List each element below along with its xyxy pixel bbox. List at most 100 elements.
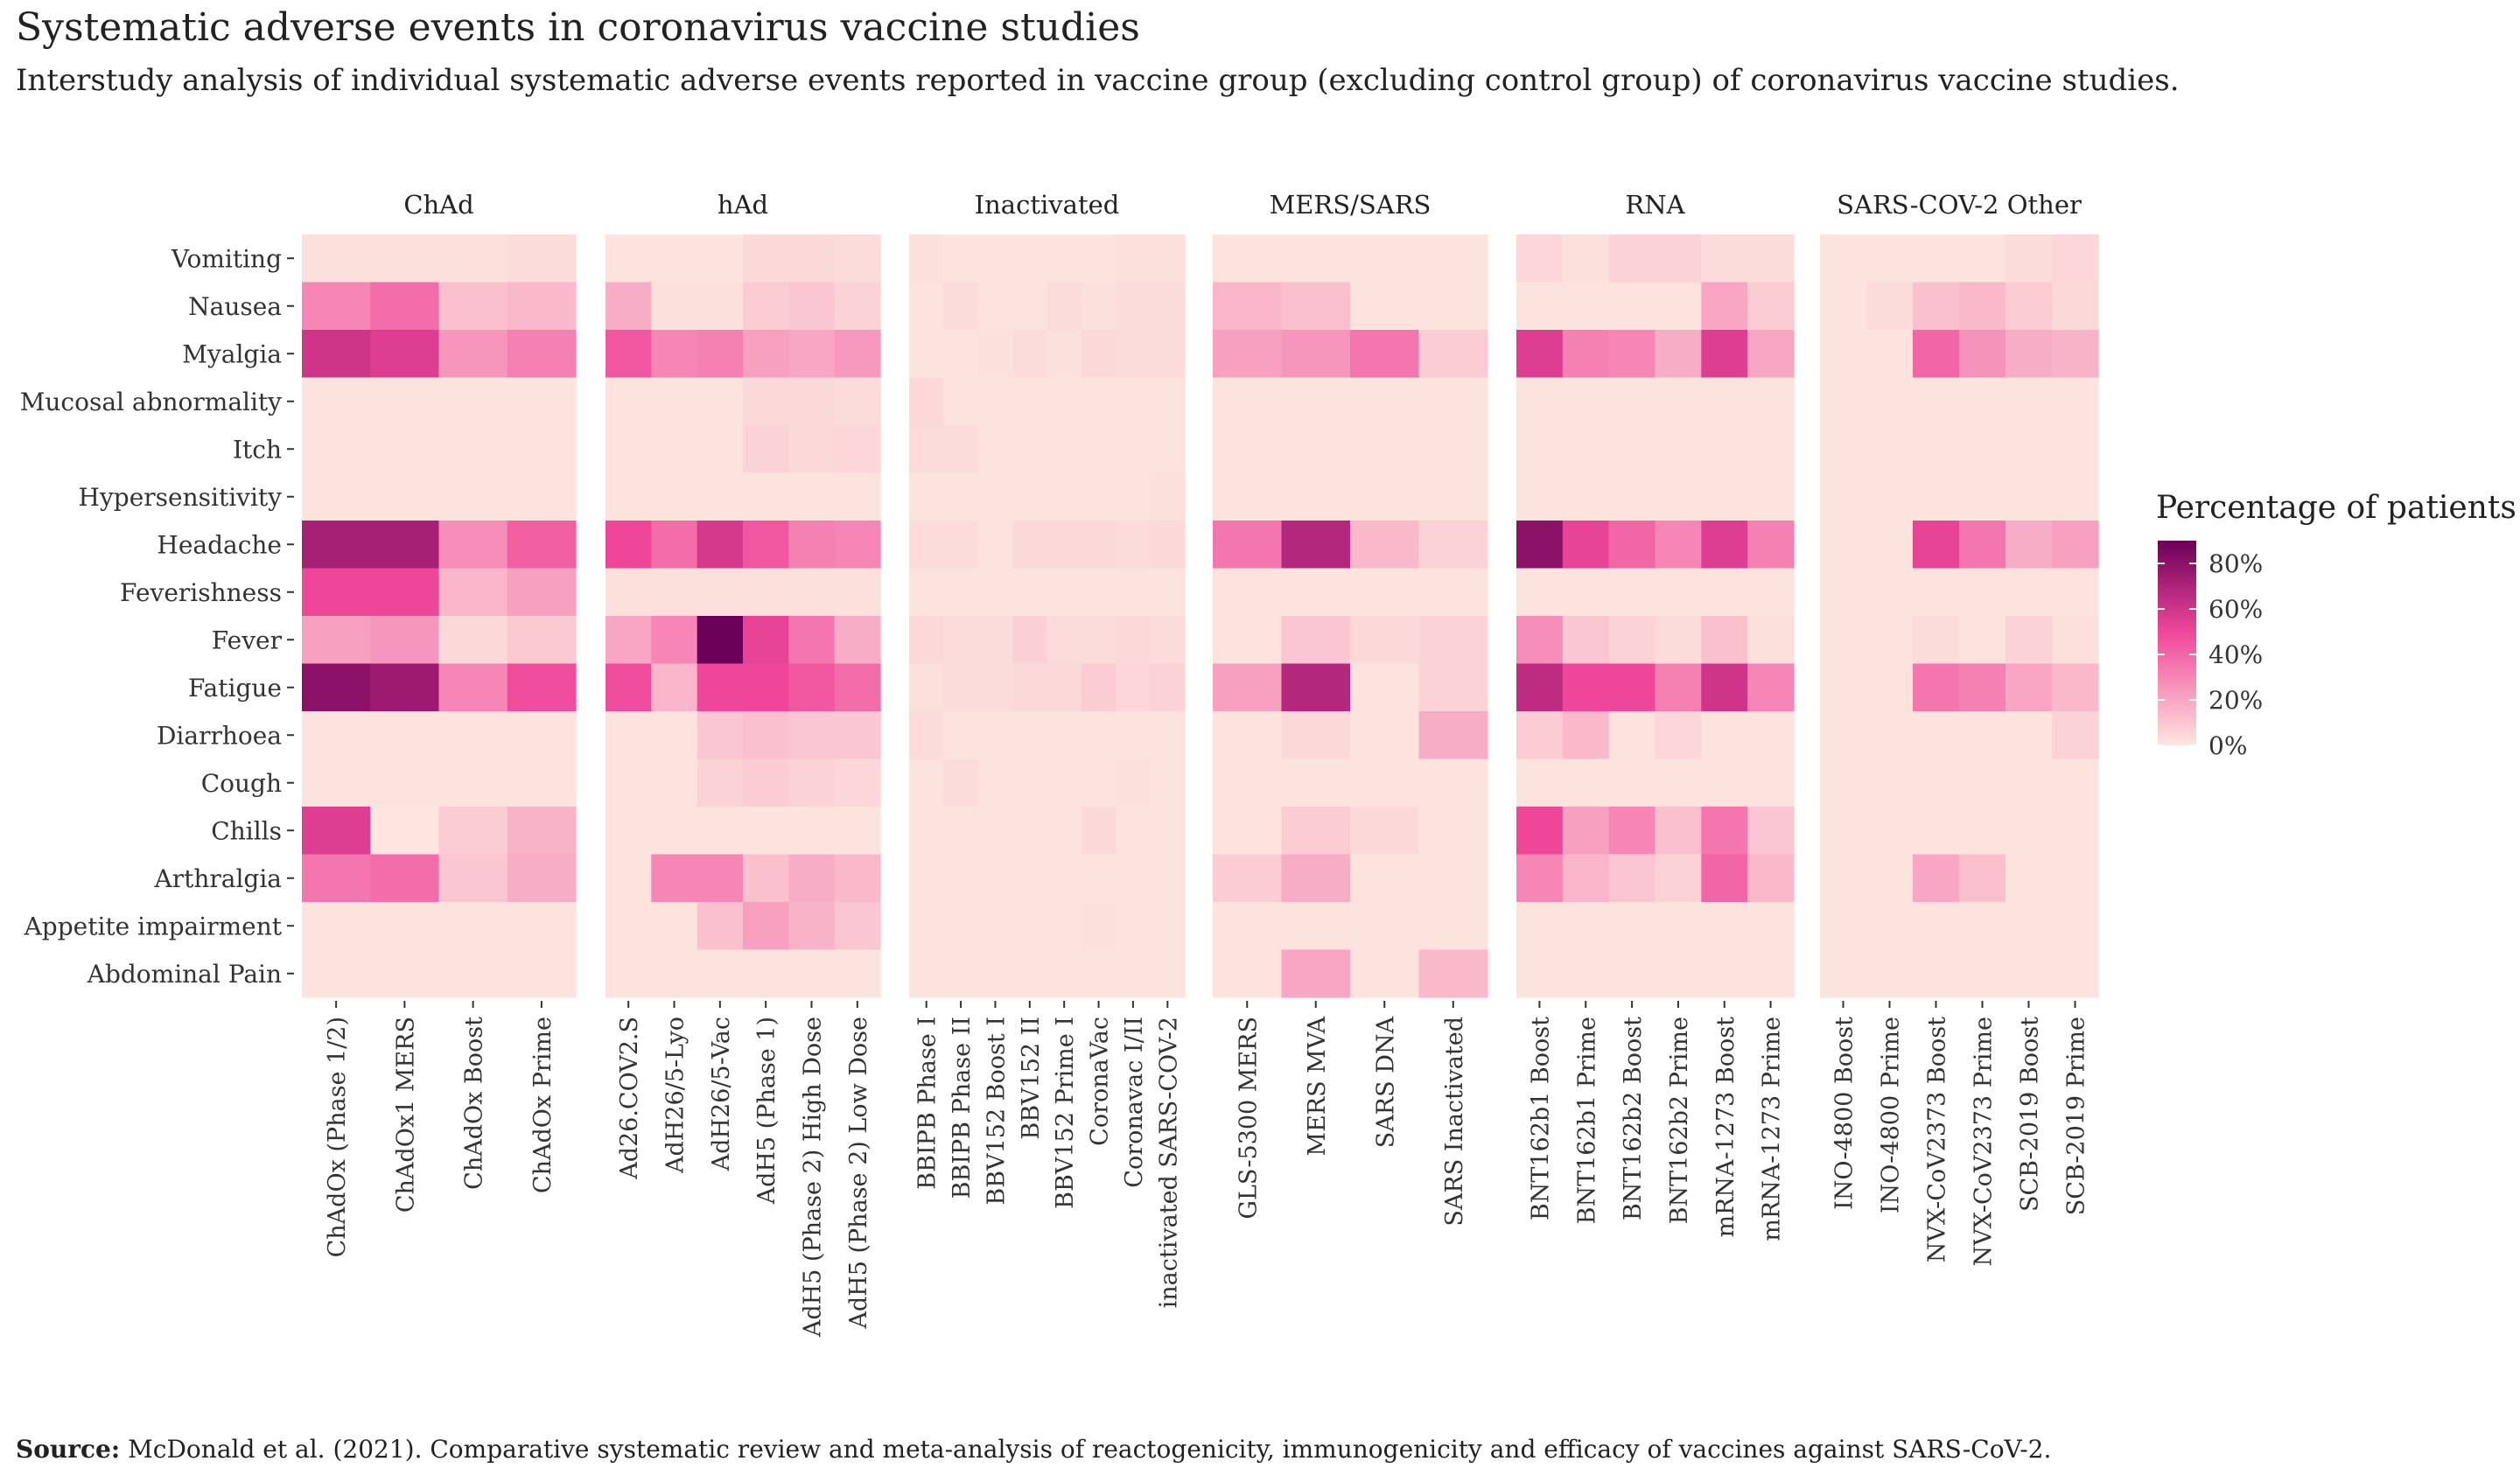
heatmap-cell: [1747, 425, 1795, 474]
heatmap-cell: [788, 758, 836, 807]
heatmap-cell: [1281, 234, 1351, 283]
heatmap-cell: [788, 234, 836, 283]
heatmap-cell: [1820, 330, 1867, 379]
legend-label: 40%: [2208, 640, 2263, 669]
heatmap-cell: [977, 234, 1013, 283]
heatmap-cell: [943, 663, 979, 712]
heatmap-cell: [370, 234, 440, 283]
heatmap-cell: [943, 521, 979, 570]
heatmap-cell: [370, 711, 440, 760]
heatmap-cell: [1046, 854, 1082, 903]
heatmap-cell: [651, 758, 698, 807]
heatmap-cell: [1608, 330, 1656, 379]
heatmap-cell: [507, 330, 577, 379]
heatmap-cell: [1281, 616, 1351, 665]
heatmap-cell: [834, 949, 881, 998]
heatmap-cell: [1655, 616, 1702, 665]
heatmap-cell: [696, 807, 744, 856]
heatmap-cell: [1516, 568, 1564, 617]
heatmap-cell: [1820, 472, 1867, 521]
heatmap-cell: [1012, 282, 1048, 331]
heatmap-cell: [606, 949, 652, 998]
heatmap-cell: [909, 330, 944, 379]
heatmap-cell: [1150, 282, 1186, 331]
heatmap-cell: [1116, 711, 1152, 760]
heatmap-cell: [651, 234, 698, 283]
heatmap-cell: [1655, 472, 1702, 521]
legend-label: 0%: [2208, 731, 2247, 760]
heatmap-cell: [1701, 616, 1748, 665]
heatmap-cell: [2052, 711, 2099, 760]
heatmap-cell: [1655, 282, 1702, 331]
heatmap-cell: [1046, 521, 1082, 570]
heatmap-cell: [1046, 902, 1082, 951]
heatmap-cell: [1820, 234, 1867, 283]
heatmap-cell: [696, 902, 744, 951]
heatmap-cell: [370, 377, 440, 426]
heatmap-cell: [1012, 377, 1048, 426]
heatmap-cell: [1747, 521, 1795, 570]
column-label: NVX-CoV2373 Prime: [1970, 1017, 1998, 1267]
heatmap-cell: [1350, 854, 1420, 903]
heatmap-cell: [370, 282, 440, 331]
heatmap-cell: [788, 521, 836, 570]
heatmap-cell: [1913, 854, 1960, 903]
heatmap-cell: [1747, 472, 1795, 521]
heatmap-cell: [1701, 282, 1748, 331]
heatmap-cell: [1350, 711, 1420, 760]
heatmap-cell: [1012, 949, 1048, 998]
heatmap-cell: [1866, 902, 1914, 951]
heatmap-cell: [909, 472, 944, 521]
heatmap-cell: [1516, 521, 1564, 570]
heatmap-cell: [1046, 807, 1082, 856]
heatmap-cell: [1350, 616, 1420, 665]
row-label: Itch: [233, 435, 282, 464]
heatmap-cell: [1608, 854, 1656, 903]
heatmap-cell: [1150, 472, 1186, 521]
heatmap-cell: [1150, 854, 1186, 903]
row-label: Vomiting: [171, 244, 282, 273]
heatmap-cell: [507, 711, 577, 760]
heatmap-cell: [696, 330, 744, 379]
heatmap-cell: [1516, 854, 1564, 903]
heatmap-cell: [1866, 521, 1914, 570]
heatmap-cell: [370, 568, 440, 617]
heatmap-cell: [507, 902, 577, 951]
heatmap-cell: [1116, 807, 1152, 856]
heatmap-cell: [1701, 472, 1748, 521]
heatmap-cell: [1913, 663, 1960, 712]
heatmap-cell: [1866, 472, 1914, 521]
heatmap-cell: [1350, 521, 1420, 570]
heatmap-cell: [651, 902, 698, 951]
heatmap-cell: [943, 377, 979, 426]
heatmap-cell: [438, 521, 508, 570]
heatmap-cell: [1281, 330, 1351, 379]
heatmap-cell: [651, 377, 698, 426]
heatmap-cell: [909, 568, 944, 617]
heatmap-cell: [1516, 807, 1564, 856]
heatmap-cell: [2006, 472, 2053, 521]
heatmap-cell: [1116, 949, 1152, 998]
heatmap-cell: [370, 949, 440, 998]
heatmap-cell: [1012, 234, 1048, 283]
heatmap-cell: [1608, 377, 1656, 426]
panel-title: hAd: [718, 190, 768, 220]
heatmap-cell: [438, 949, 508, 998]
heatmap-cell: [1701, 711, 1748, 760]
heatmap-cell: [1516, 758, 1564, 807]
heatmap-cell: [834, 711, 881, 760]
column-label: NVX-CoV2373 Boost: [1924, 1017, 1951, 1262]
heatmap-cell: [1350, 330, 1420, 379]
heatmap-cell: [1213, 521, 1283, 570]
heatmap-cell: [1747, 902, 1795, 951]
column-label: BNT162b2 Boost: [1620, 1017, 1647, 1220]
heatmap-cell: [1959, 472, 2006, 521]
heatmap-cell: [507, 807, 577, 856]
heatmap-cell: [1150, 568, 1186, 617]
source-label: Source:: [16, 1435, 121, 1464]
heatmap-cell: [1562, 807, 1610, 856]
heatmap-cell: [1913, 949, 1960, 998]
heatmap-cell: [2052, 949, 2099, 998]
heatmap-cell: [2052, 282, 2099, 331]
